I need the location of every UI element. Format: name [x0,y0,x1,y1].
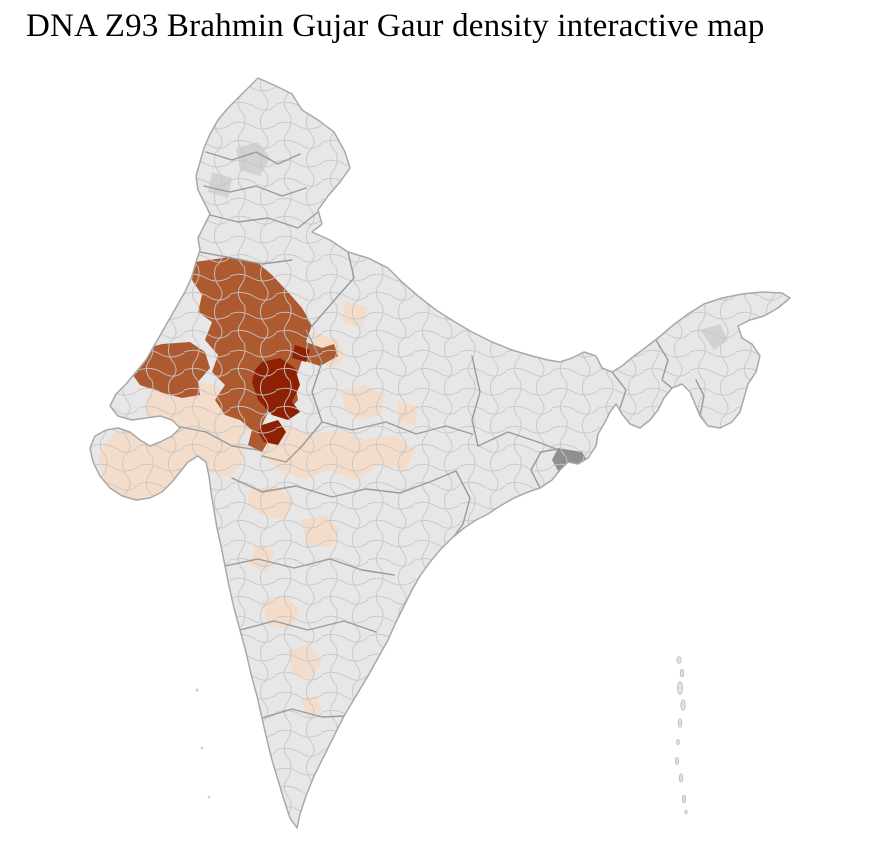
state-boundaries [145,151,705,719]
state-line [205,151,301,165]
island [200,746,204,750]
lakshadweep-islands[interactable] [195,688,211,799]
state-line [448,470,471,544]
map-body [90,78,790,828]
island [681,794,687,804]
island [676,656,682,664]
island [207,795,211,799]
state-line [695,379,705,417]
state-line [471,355,481,447]
island [684,809,688,815]
district-boundaries-overlay [90,78,790,828]
island [195,688,199,692]
state-line [311,251,355,327]
island [680,699,686,711]
island [677,681,683,695]
island [674,757,680,765]
state-line [477,431,557,450]
page-title: DNA Z93 Brahmin Gujar Gaur density inter… [26,8,765,44]
island [679,668,685,678]
state-line [321,421,473,435]
state-line [205,211,319,229]
island [677,718,683,728]
state-line [239,620,377,633]
state-line [611,371,627,409]
state-line [199,251,293,265]
state-line [261,708,345,719]
state-line [224,558,395,576]
state-line [203,185,307,197]
andaman-islands[interactable] [674,656,688,815]
state-line [231,470,457,498]
state-line [530,448,559,489]
island [678,773,684,783]
island [676,739,680,745]
state-line [655,339,673,389]
